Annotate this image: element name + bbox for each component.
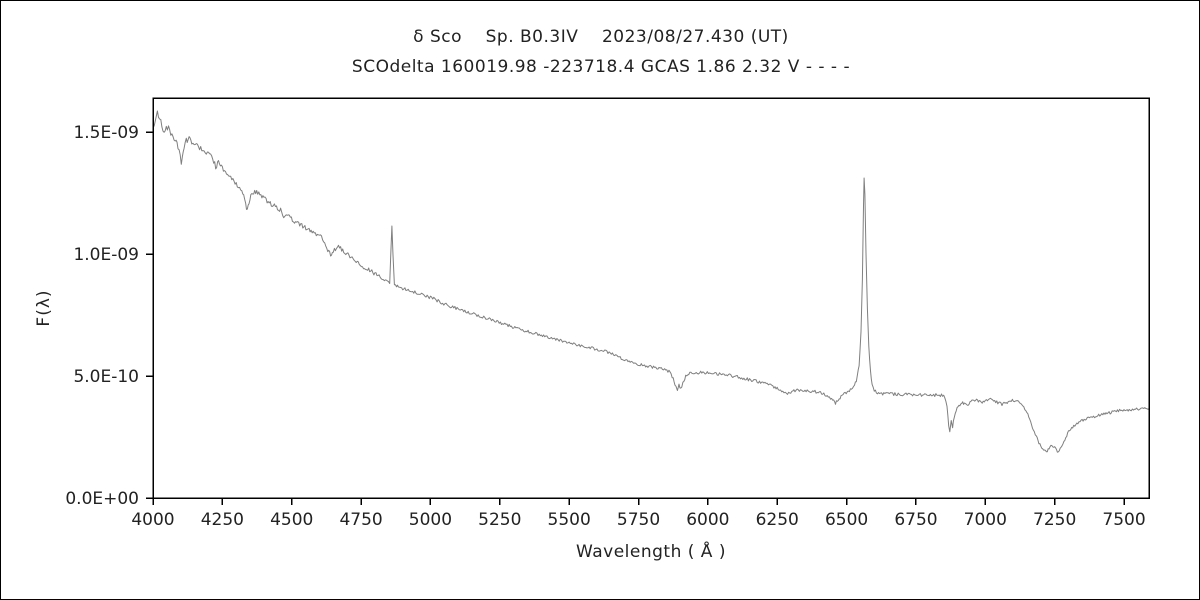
spectrum-trace — [153, 110, 1149, 453]
x-tick-label: 4750 — [339, 510, 382, 530]
x-tick-label: 5500 — [548, 510, 591, 530]
chart-subtitle: SCOdelta 160019.98 -223718.4 GCAS 1.86 2… — [351, 57, 851, 77]
x-tick-label: 6500 — [825, 510, 868, 530]
x-tick-label: 4000 — [131, 510, 174, 530]
axis-ticks — [146, 131, 1125, 505]
x-axis-label: Wavelength ( Å ) — [576, 542, 726, 562]
x-tick-label: 6750 — [894, 510, 937, 530]
x-tick-label: 4250 — [201, 510, 244, 530]
x-tick-label: 7500 — [1102, 510, 1145, 530]
x-tick-label: 6250 — [756, 510, 799, 530]
y-tick-label: 1.5E-09 — [73, 123, 139, 143]
x-tick-label: 5250 — [478, 510, 521, 530]
x-tick-label: 5750 — [617, 510, 660, 530]
axes-frame — [152, 97, 1150, 499]
y-tick-label: 0.0E+00 — [65, 489, 139, 509]
x-tick-label: 4500 — [270, 510, 313, 530]
axis-tick-labels: 4000 4250 4500 4750 5000 5250 5500 5750 6000 6250… — [65, 123, 1145, 530]
y-tick-label: 1.0E-09 — [73, 245, 139, 265]
x-tick-label: 5000 — [409, 510, 452, 530]
chart-title: δ Sco Sp. B0.3IV 2023/08/27.430 (UT) — [413, 27, 789, 47]
y-tick-label: 5.0E-10 — [73, 367, 139, 387]
x-tick-label: 7250 — [1033, 510, 1076, 530]
x-tick-label: 6000 — [686, 510, 729, 530]
x-tick-label: 7000 — [964, 510, 1007, 530]
